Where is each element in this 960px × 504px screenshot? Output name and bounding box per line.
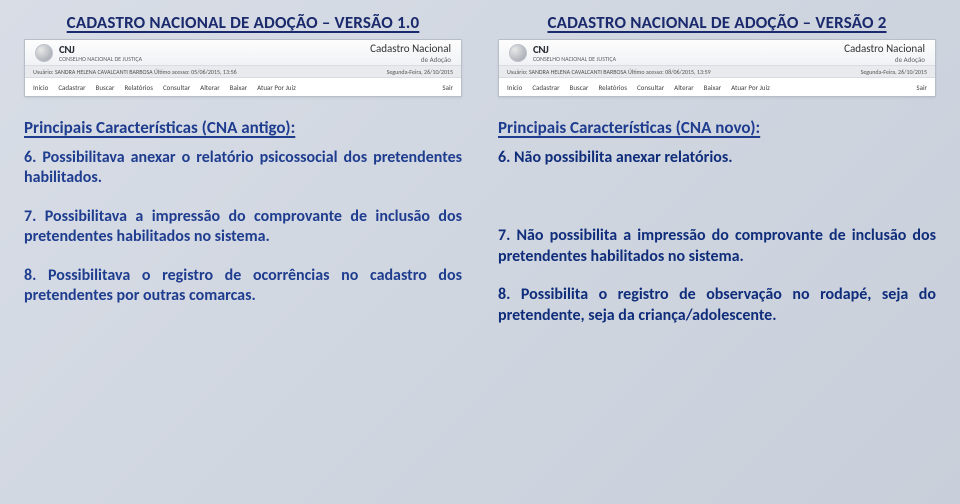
right-title: CADASTRO NACIONAL DE ADOÇÃO – VERSÃO 2 bbox=[498, 12, 936, 33]
spacer bbox=[498, 186, 936, 226]
ss-userbar: Usuário: SANDRA HELENA CAVALCANTI BARBOS… bbox=[25, 66, 461, 78]
left-title: CADASTRO NACIONAL DE ADOÇÃO – VERSÃO 1.0 bbox=[24, 12, 462, 33]
item-text: Não possibilita a impressão do comprovan… bbox=[498, 226, 936, 265]
logo-mark-icon bbox=[35, 44, 53, 62]
menu-item: Relatórios bbox=[598, 83, 627, 92]
ss-header: CNJ CONSELHO NACIONAL DE JUSTIÇA Cadastr… bbox=[25, 40, 461, 66]
item-num: 8. bbox=[24, 266, 36, 285]
item-text: Possibilitava a impressão do comprovante… bbox=[24, 207, 462, 246]
item-text: Possibilitava o registro de ocorrências … bbox=[24, 266, 462, 305]
item-num: 6. bbox=[498, 148, 510, 167]
menu-item: Alterar bbox=[674, 83, 694, 92]
ss-header: CNJ CONSELHO NACIONAL DE JUSTIÇA Cadastr… bbox=[499, 40, 935, 66]
app-sub: de Adoção bbox=[370, 55, 451, 64]
menu-item: Consultar bbox=[163, 83, 190, 92]
item-text: Possibilita o registro de observação no … bbox=[498, 285, 936, 324]
item-num: 6. bbox=[24, 148, 36, 167]
logo-mark-icon bbox=[509, 44, 527, 62]
menu-item: Buscar bbox=[96, 83, 115, 92]
slide: CADASTRO NACIONAL DE ADOÇÃO – VERSÃO 1.0… bbox=[0, 0, 960, 504]
userbar-left: Usuário: SANDRA HELENA CAVALCANTI BARBOS… bbox=[507, 68, 711, 76]
menu-item: Relatórios bbox=[124, 83, 153, 92]
right-item-8: 8. Possibilita o registro de observação … bbox=[498, 285, 936, 326]
ss-menu: Início Cadastrar Buscar Relatórios Consu… bbox=[25, 78, 461, 96]
cnj-sub: CONSELHO NACIONAL DE JUSTIÇA bbox=[533, 56, 616, 62]
cnj-sub: CONSELHO NACIONAL DE JUSTIÇA bbox=[59, 56, 142, 62]
cnj-logo: CNJ CONSELHO NACIONAL DE JUSTIÇA bbox=[35, 43, 142, 62]
left-column: CADASTRO NACIONAL DE ADOÇÃO – VERSÃO 1.0… bbox=[24, 12, 462, 486]
menu-item: Consultar bbox=[637, 83, 664, 92]
item-num: 8. bbox=[498, 285, 510, 304]
menu-item: Sair bbox=[916, 83, 927, 92]
userbar-right: Segunda-Feira, 26/10/2015 bbox=[387, 68, 453, 76]
item-text: Possibilitava anexar o relatório psicoss… bbox=[24, 148, 462, 187]
ss-menu: Início Cadastrar Buscar Relatórios Consu… bbox=[499, 78, 935, 96]
menu-item: Início bbox=[33, 83, 48, 92]
left-screenshot: CNJ CONSELHO NACIONAL DE JUSTIÇA Cadastr… bbox=[24, 39, 462, 97]
right-subtitle: Principais Características (CNA novo): bbox=[498, 117, 936, 138]
item-num: 7. bbox=[24, 207, 36, 226]
left-item-7: 7. Possibilitava a impressão do comprova… bbox=[24, 207, 462, 248]
menu-item: Cadastrar bbox=[58, 83, 85, 92]
item-num: 7. bbox=[498, 226, 510, 245]
menu-item: Baixar bbox=[230, 83, 247, 92]
menu-item: Baixar bbox=[704, 83, 721, 92]
menu-item: Início bbox=[507, 83, 522, 92]
menu-item: Cadastrar bbox=[532, 83, 559, 92]
right-item-7: 7. Não possibilita a impressão do compro… bbox=[498, 226, 936, 267]
ss-userbar: Usuário: SANDRA HELENA CAVALCANTI BARBOS… bbox=[499, 66, 935, 78]
right-screenshot: CNJ CONSELHO NACIONAL DE JUSTIÇA Cadastr… bbox=[498, 39, 936, 97]
userbar-right: Segunda-Feira, 26/10/2015 bbox=[861, 68, 927, 76]
app-title: Cadastro Nacional bbox=[370, 42, 451, 55]
app-sub: de Adoção bbox=[844, 55, 925, 64]
right-column: CADASTRO NACIONAL DE ADOÇÃO – VERSÃO 2 C… bbox=[498, 12, 936, 486]
menu-item: Sair bbox=[442, 83, 453, 92]
right-item-6: 6. Não possibilita anexar relatórios. bbox=[498, 148, 936, 168]
left-item-6: 6. Possibilitava anexar o relatório psic… bbox=[24, 148, 462, 189]
app-title: Cadastro Nacional bbox=[844, 42, 925, 55]
menu-item: Atuar Por Juiz bbox=[731, 83, 770, 92]
cnj-logo: CNJ CONSELHO NACIONAL DE JUSTIÇA bbox=[509, 43, 616, 62]
left-item-8: 8. Possibilitava o registro de ocorrênci… bbox=[24, 266, 462, 307]
userbar-left: Usuário: SANDRA HELENA CAVALCANTI BARBOS… bbox=[33, 68, 237, 76]
menu-item: Buscar bbox=[570, 83, 589, 92]
item-text: Não possibilita anexar relatórios. bbox=[510, 148, 732, 167]
menu-item: Alterar bbox=[200, 83, 220, 92]
menu-item: Atuar Por Juiz bbox=[257, 83, 296, 92]
left-subtitle: Principais Características (CNA antigo): bbox=[24, 117, 462, 138]
